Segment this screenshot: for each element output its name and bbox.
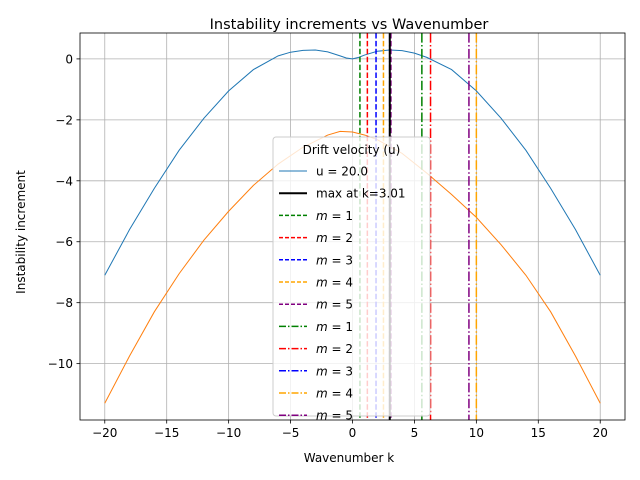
legend-label: max at k=3.01 <box>316 187 406 201</box>
legend-label: u = 20.0 <box>316 165 368 179</box>
y-tick-label: −6 <box>55 235 73 249</box>
legend: Drift velocity (u) u = 20.0 max at k=3.01 m… <box>272 136 431 423</box>
x-tick-label: 10 <box>469 426 484 440</box>
x-tick-label: −20 <box>92 426 117 440</box>
y-tick-label: −10 <box>48 357 73 371</box>
legend-label: m = 3 <box>316 364 353 378</box>
x-axis-label: Wavenumber k <box>304 451 395 465</box>
axes: −20 −15 −10 −5 0 5 10 15 20 0 −2 −4 −6 −8 −10 <box>48 32 626 440</box>
x-tick-label: −10 <box>216 426 241 440</box>
legend-label: m = 4 <box>316 276 353 290</box>
y-tick-label: 0 <box>65 52 73 66</box>
legend-label: m = 1 <box>316 320 353 334</box>
y-tick-label: −4 <box>55 174 73 188</box>
legend-label: m = 2 <box>316 231 353 245</box>
legend-label: m = 3 <box>316 253 353 267</box>
x-tick-label: 0 <box>349 426 357 440</box>
x-tick-label: 20 <box>593 426 608 440</box>
legend-label: m = 5 <box>316 409 353 423</box>
series-line-2 <box>104 130 601 404</box>
legend-label: m = 2 <box>316 342 353 356</box>
chart-title: Instability increments vs Wavenumber <box>210 17 489 33</box>
legend-label: m = 4 <box>316 387 353 401</box>
y-tick-label: −8 <box>55 296 73 310</box>
legend-label: m = 1 <box>316 209 353 223</box>
series-line-1 <box>104 49 601 276</box>
x-tick-label: −15 <box>154 426 179 440</box>
y-axis-label: Instability increment <box>14 170 28 294</box>
legend-box <box>272 136 431 417</box>
x-tick-label: 5 <box>411 426 419 440</box>
y-tick-label: −2 <box>55 113 73 127</box>
legend-label: m = 5 <box>316 298 353 312</box>
x-tick-label: 15 <box>531 426 546 440</box>
x-tick-label: −5 <box>282 426 300 440</box>
legend-title: Drift velocity (u) <box>303 143 401 157</box>
